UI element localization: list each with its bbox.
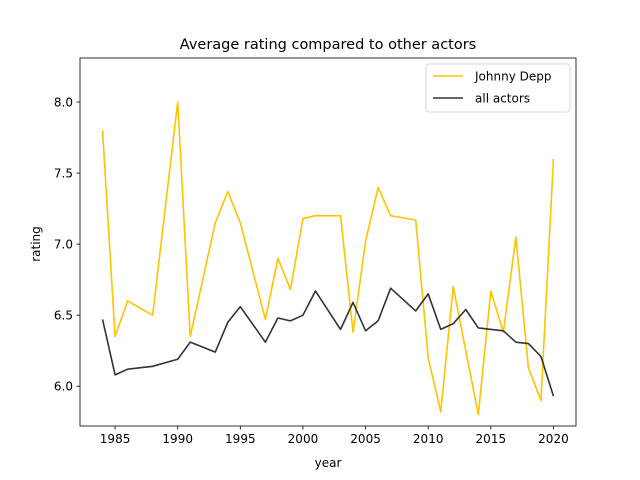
y-tick-label: 6.5 (54, 309, 73, 323)
legend-label: Johnny Depp (474, 70, 551, 84)
x-tick-label: 2000 (288, 432, 319, 446)
x-tick-label: 2005 (350, 432, 381, 446)
y-tick-label: 8.0 (54, 96, 73, 110)
series-layer (101, 101, 555, 416)
x-tick-label: 2020 (538, 432, 569, 446)
y-tick-label: 6.0 (54, 380, 73, 394)
x-tick-label: 1990 (162, 432, 193, 446)
series-line-johnny-depp (101, 101, 555, 416)
x-tick-label: 2010 (413, 432, 444, 446)
y-tick-label: 7.0 (54, 238, 73, 252)
legend-label: all actors (475, 92, 530, 106)
plot-area (79, 57, 577, 427)
legend: Johnny Depp all actors (425, 63, 571, 113)
y-tick-label: 7.5 (54, 167, 73, 181)
chart-title: Average rating compared to other actors (180, 37, 477, 53)
series-line-all-actors (101, 287, 555, 397)
x-tick-label: 1985 (100, 432, 131, 446)
x-axis: 1985 1990 1995 2000 2005 2010 2015 2020 (100, 426, 569, 446)
x-tick-label: 2015 (476, 432, 507, 446)
y-axis: 6.0 6.5 7.0 7.5 8.0 (54, 96, 80, 394)
y-axis-label: rating (29, 226, 43, 262)
plot-frame (79, 57, 577, 427)
x-tick-label: 1995 (225, 432, 256, 446)
x-axis-label: year (315, 456, 342, 470)
